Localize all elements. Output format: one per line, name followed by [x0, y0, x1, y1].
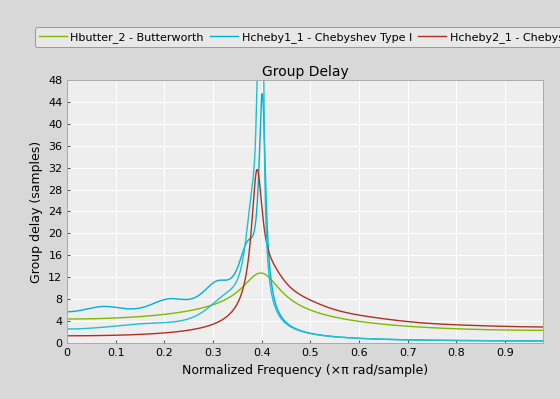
Hellip - Elliptic: [388, 337, 395, 342]
Hcheby1_1 - Chebyshev Type I: [550, 339, 557, 344]
Hcheby1_1 - Chebyshev Type I: [388, 337, 395, 342]
Line: Hcheby2_1 - Chebyshev Type II: Hcheby2_1 - Chebyshev Type II: [67, 170, 553, 336]
Line: Hellip - Elliptic: Hellip - Elliptic: [67, 80, 553, 341]
Hcheby1_1 - Chebyshev Type I: [459, 338, 466, 343]
Hellip - Elliptic: [538, 338, 544, 343]
Y-axis label: Group delay (samples): Group delay (samples): [30, 140, 43, 282]
Hbutter_2 - Butterworth: [550, 331, 557, 336]
Hcheby1_1 - Chebyshev Type I: [102, 304, 109, 309]
Hcheby1_1 - Chebyshev Type I: [520, 338, 526, 343]
Hbutter_2 - Butterworth: [388, 323, 395, 328]
Hellip - Elliptic: [520, 338, 526, 343]
Hcheby2_1 - Chebyshev Type II: [550, 325, 557, 330]
Hcheby1_1 - Chebyshev Type I: [549, 339, 556, 344]
Hbutter_2 - Butterworth: [494, 328, 501, 332]
Hbutter_2 - Butterworth: [538, 328, 544, 333]
Hellip - Elliptic: [459, 338, 466, 343]
Hcheby2_1 - Chebyshev Type II: [494, 324, 501, 329]
Hcheby2_1 - Chebyshev Type II: [102, 333, 109, 338]
Title: Group Delay: Group Delay: [262, 65, 348, 79]
Hbutter_2 - Butterworth: [258, 271, 264, 275]
Hcheby2_1 - Chebyshev Type II: [64, 334, 71, 338]
Hbutter_2 - Butterworth: [520, 328, 526, 333]
Hellip - Elliptic: [64, 327, 71, 332]
Hbutter_2 - Butterworth: [547, 332, 554, 337]
Hcheby2_1 - Chebyshev Type II: [388, 317, 395, 322]
Hcheby2_1 - Chebyshev Type II: [459, 323, 466, 328]
Hcheby1_1 - Chebyshev Type I: [259, 91, 265, 96]
Hellip - Elliptic: [102, 324, 109, 329]
Hcheby1_1 - Chebyshev Type I: [494, 338, 501, 343]
Hcheby1_1 - Chebyshev Type I: [538, 338, 544, 343]
Hbutter_2 - Butterworth: [459, 327, 466, 332]
Legend: Hbutter_2 - Butterworth, Hcheby1_1 - Chebyshev Type I, Hcheby2_1 - Chebyshev Typ: Hbutter_2 - Butterworth, Hcheby1_1 - Che…: [35, 28, 560, 47]
Line: Hcheby1_1 - Chebyshev Type I: Hcheby1_1 - Chebyshev Type I: [67, 94, 553, 341]
Hcheby2_1 - Chebyshev Type II: [538, 325, 544, 330]
Hellip - Elliptic: [494, 338, 501, 343]
Hbutter_2 - Butterworth: [64, 317, 71, 322]
Hbutter_2 - Butterworth: [102, 316, 109, 321]
X-axis label: Normalized Frequency (×π rad/sample): Normalized Frequency (×π rad/sample): [182, 363, 428, 377]
Hcheby2_1 - Chebyshev Type II: [254, 167, 260, 172]
Hcheby1_1 - Chebyshev Type I: [64, 309, 71, 314]
Line: Hbutter_2 - Butterworth: Hbutter_2 - Butterworth: [67, 273, 553, 334]
Hellip - Elliptic: [254, 77, 260, 82]
Hcheby2_1 - Chebyshev Type II: [520, 324, 526, 329]
Hellip - Elliptic: [550, 338, 557, 343]
